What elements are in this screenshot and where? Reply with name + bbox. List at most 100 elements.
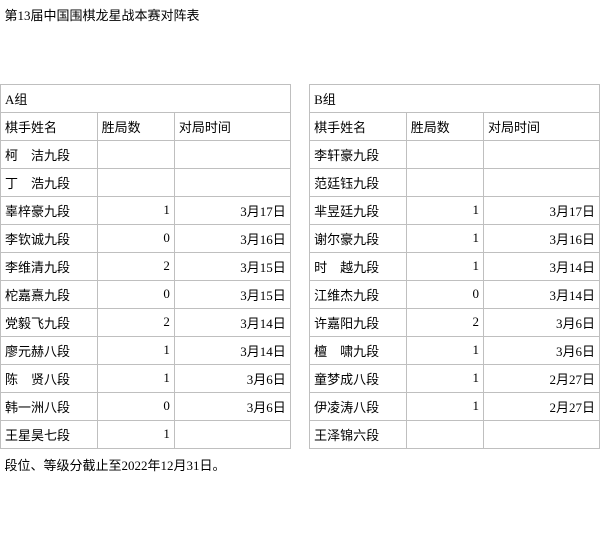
gap [290,336,309,364]
col-header-wins-b: 胜局数 [406,112,483,140]
player-wins-a [97,168,174,196]
col-header-name-b: 棋手姓名 [310,112,407,140]
player-wins-a: 1 [97,420,174,448]
table-row: 丁 浩九段范廷钰九段 [1,168,600,196]
col-header-wins-a: 胜局数 [97,112,174,140]
player-name-a: 柯 洁九段 [1,140,98,168]
match-date-b: 3月14日 [484,280,600,308]
player-name-a: 陈 贤八段 [1,364,98,392]
player-name-a: 李钦诚九段 [1,224,98,252]
player-wins-b: 1 [406,224,483,252]
match-date-b: 2月27日 [484,364,600,392]
player-wins-b [406,140,483,168]
table-row: 柁嘉熹九段03月15日江维杰九段03月14日 [1,280,600,308]
match-date-b: 2月27日 [484,392,600,420]
footer-row: 段位、等级分截止至2022年12月31日。 [1,448,600,476]
match-date-b: 3月16日 [484,224,600,252]
player-name-b: 王泽锦六段 [310,420,407,448]
match-date-a: 3月14日 [174,308,290,336]
footer-note: 段位、等级分截止至2022年12月31日。 [1,448,600,476]
match-date-b [484,168,600,196]
gap [290,420,309,448]
player-name-a: 韩一洲八段 [1,392,98,420]
gap [290,196,309,224]
match-date-a: 3月14日 [174,336,290,364]
group-a-label: A组 [1,84,291,112]
player-name-b: 李轩豪九段 [310,140,407,168]
col-header-date-b: 对局时间 [484,112,600,140]
match-date-a: 3月15日 [174,280,290,308]
player-name-b: 时 越九段 [310,252,407,280]
match-date-a: 3月6日 [174,392,290,420]
match-date-b: 3月6日 [484,308,600,336]
player-name-b: 芈昱廷九段 [310,196,407,224]
player-wins-b: 1 [406,392,483,420]
match-date-a [174,168,290,196]
col-header-date-a: 对局时间 [174,112,290,140]
player-wins-a: 0 [97,280,174,308]
table-row: 党毅飞九段23月14日许嘉阳九段23月6日 [1,308,600,336]
player-wins-b: 1 [406,196,483,224]
player-name-a: 王星昊七段 [1,420,98,448]
player-wins-a: 0 [97,224,174,252]
gap [290,364,309,392]
group-b-label: B组 [310,84,600,112]
spacer-row [1,56,600,84]
gap [290,280,309,308]
player-name-a: 廖元赫八段 [1,336,98,364]
player-wins-b: 0 [406,280,483,308]
group-label-row: A组 B组 [1,84,600,112]
player-wins-a: 2 [97,252,174,280]
player-wins-a [97,140,174,168]
player-wins-a: 0 [97,392,174,420]
col-header-name-a: 棋手姓名 [1,112,98,140]
player-wins-b: 1 [406,252,483,280]
gap [290,308,309,336]
gap [290,392,309,420]
title-row: 第13届中国围棋龙星战本赛对阵表 [1,0,600,28]
page-title: 第13届中国围棋龙星战本赛对阵表 [1,0,600,28]
player-wins-a: 2 [97,308,174,336]
player-name-b: 檀 啸九段 [310,336,407,364]
table-row: 陈 贤八段13月6日童梦成八段12月27日 [1,364,600,392]
player-wins-b: 1 [406,364,483,392]
match-date-b: 3月6日 [484,336,600,364]
table-row: 李维清九段23月15日时 越九段13月14日 [1,252,600,280]
match-date-b: 3月14日 [484,252,600,280]
player-name-b: 范廷钰九段 [310,168,407,196]
player-name-b: 谢尔豪九段 [310,224,407,252]
match-date-b [484,140,600,168]
matchup-table: 第13届中国围棋龙星战本赛对阵表 A组 B组 棋手姓名 胜局数 对局时间 棋手姓… [0,0,600,476]
match-date-b [484,420,600,448]
table-row: 辜梓豪九段13月17日芈昱廷九段13月17日 [1,196,600,224]
gap [290,140,309,168]
match-date-a: 3月16日 [174,224,290,252]
table-row: 廖元赫八段13月14日檀 啸九段13月6日 [1,336,600,364]
spacer-row [1,28,600,56]
player-name-a: 柁嘉熹九段 [1,280,98,308]
gap [290,168,309,196]
player-name-b: 江维杰九段 [310,280,407,308]
player-wins-a: 1 [97,196,174,224]
match-date-a: 3月15日 [174,252,290,280]
match-date-a [174,420,290,448]
table-row: 王星昊七段1 王泽锦六段 [1,420,600,448]
player-wins-a: 1 [97,364,174,392]
player-wins-b: 2 [406,308,483,336]
player-wins-b: 1 [406,336,483,364]
player-name-a: 辜梓豪九段 [1,196,98,224]
player-wins-b [406,168,483,196]
player-name-b: 许嘉阳九段 [310,308,407,336]
gap [290,252,309,280]
gap [290,84,309,112]
player-name-a: 党毅飞九段 [1,308,98,336]
player-name-b: 伊凌涛八段 [310,392,407,420]
player-name-a: 李维清九段 [1,252,98,280]
table-row: 韩一洲八段03月6日伊凌涛八段12月27日 [1,392,600,420]
match-date-a: 3月6日 [174,364,290,392]
gap [290,112,309,140]
player-wins-b [406,420,483,448]
table-row: 李钦诚九段03月16日谢尔豪九段13月16日 [1,224,600,252]
match-date-a [174,140,290,168]
match-date-b: 3月17日 [484,196,600,224]
